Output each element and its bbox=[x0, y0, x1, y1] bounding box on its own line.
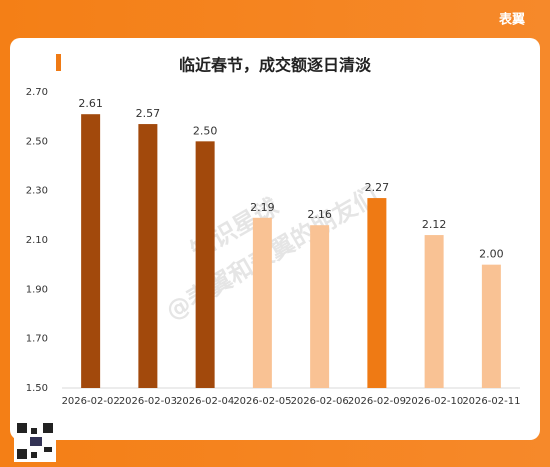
bar bbox=[367, 198, 387, 388]
y-tick-label: 2.70 bbox=[26, 87, 48, 98]
data-label: 2.16 bbox=[307, 208, 332, 221]
y-tick-label: 2.10 bbox=[26, 235, 48, 246]
brand: 表翼 bbox=[498, 12, 525, 28]
y-tick-label: 1.70 bbox=[26, 334, 48, 345]
data-label: 2.00 bbox=[479, 248, 504, 261]
x-tick-label: 2026-02-06 bbox=[291, 396, 349, 407]
bar bbox=[81, 114, 101, 388]
x-tick-label: 2026-02-03 bbox=[119, 396, 177, 407]
y-tick-label: 2.50 bbox=[26, 136, 48, 147]
data-label: 2.57 bbox=[136, 107, 161, 120]
x-tick-label: 2026-02-10 bbox=[405, 396, 463, 407]
data-label: 2.27 bbox=[365, 181, 390, 194]
bar bbox=[481, 264, 501, 388]
y-tick-label: 1.90 bbox=[26, 284, 48, 295]
y-tick-label: 1.50 bbox=[26, 383, 48, 394]
x-tick-label: 2026-02-05 bbox=[233, 396, 291, 407]
x-tick-label: 2026-02-11 bbox=[462, 396, 520, 407]
bar bbox=[424, 235, 444, 388]
bar bbox=[310, 225, 330, 388]
chart-title: 临近春节，成交额逐日清淡 bbox=[179, 56, 372, 75]
qr-code bbox=[14, 420, 56, 462]
x-tick-label: 2026-02-04 bbox=[176, 396, 234, 407]
data-label: 2.50 bbox=[193, 124, 218, 137]
y-tick-label: 2.30 bbox=[26, 186, 48, 197]
data-label: 2.19 bbox=[250, 201, 275, 214]
bar bbox=[138, 124, 158, 389]
data-label: 2.12 bbox=[422, 218, 447, 231]
x-tick-label: 2026-02-09 bbox=[348, 396, 406, 407]
title-accent bbox=[56, 54, 61, 71]
bar bbox=[252, 217, 272, 388]
bar bbox=[195, 141, 215, 388]
data-label: 2.61 bbox=[78, 97, 103, 110]
x-tick-label: 2026-02-02 bbox=[62, 396, 120, 407]
